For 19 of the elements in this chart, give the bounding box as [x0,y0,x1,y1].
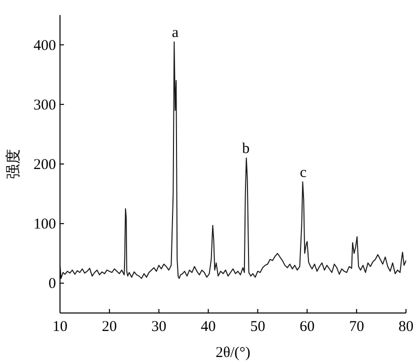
y-axis-title: 强度 [5,149,22,179]
y-tick-label: 100 [34,216,56,233]
annotation: a [172,24,179,41]
x-tick-label: 30 [151,319,166,335]
x-tick-label: 60 [300,319,315,335]
x-tick-label: 50 [250,319,266,335]
x-tick-label: 40 [200,319,216,335]
y-tick-label: 300 [34,97,56,114]
y-tick-label: 200 [34,157,56,173]
annotation: c [300,164,307,181]
x-tick-label: 10 [52,319,68,335]
x-tick-label: 80 [398,319,414,335]
annotation: b [242,141,250,158]
line-series [60,41,406,279]
y-tick-label: 0 [48,276,56,292]
x-tick-label: 70 [349,319,364,335]
y-tick-label: 400 [34,38,56,54]
x-tick-label: 20 [102,319,117,335]
x-axis-title: 2θ/(°) [216,345,250,361]
